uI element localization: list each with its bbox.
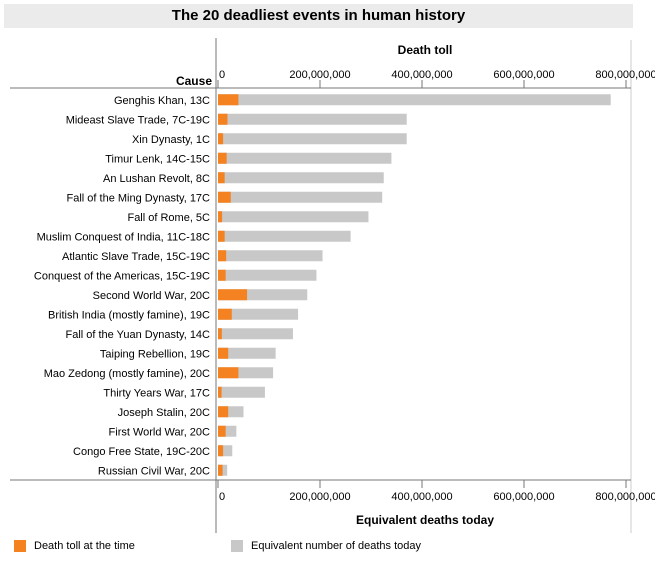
category-label: Thirty Years War, 17C	[103, 387, 210, 399]
legend-label: Death toll at the time	[34, 540, 135, 552]
legend-item-equivalent: Equivalent number of deaths today	[231, 540, 421, 552]
category-label: Genghis Khan, 13C	[114, 95, 210, 107]
bar-death-toll	[218, 94, 239, 106]
category-label: Atlantic Slave Trade, 15C-19C	[62, 251, 210, 263]
bar-equivalent	[218, 250, 323, 262]
category-label: Conquest of the Americas, 15C-19C	[34, 270, 210, 282]
legend-item-death-toll: Death toll at the time	[14, 540, 135, 552]
top-tick-label: 200,000,000	[289, 69, 350, 81]
category-label: Xin Dynasty, 1C	[132, 134, 210, 146]
bar-equivalent	[218, 211, 369, 223]
bottom-tick-label: 400,000,000	[391, 491, 452, 503]
bar-equivalent	[218, 347, 276, 359]
category-label: First World War, 20C	[109, 426, 211, 438]
bar-equivalent	[218, 133, 407, 145]
bar-chart: Death toll Equivalent deaths today Cause…	[10, 38, 655, 533]
category-label: Mao Zedong (mostly famine), 20C	[44, 368, 210, 380]
top-tick-label: 600,000,000	[493, 69, 554, 81]
bottom-axis-title: Equivalent deaths today	[356, 513, 494, 527]
bar-equivalent	[218, 328, 293, 340]
legend-swatch-grey	[231, 540, 243, 552]
bar-death-toll	[218, 425, 226, 437]
bar-equivalent	[218, 269, 317, 281]
bar-death-toll	[218, 367, 239, 379]
bottom-axis-ticks: 0 200,000,000 400,000,000 600,000,000 800,00…	[217, 480, 655, 503]
bottom-tick-label: 200,000,000	[289, 491, 350, 503]
category-label: Joseph Stalin, 20C	[118, 407, 210, 419]
category-label: Fall of Rome, 5C	[127, 212, 210, 224]
bar-death-toll	[218, 406, 229, 418]
bar-equivalent	[218, 386, 265, 398]
bottom-tick-label: 800,000,000	[595, 491, 655, 503]
category-label: Congo Free State, 19C-20C	[73, 446, 210, 458]
bar-death-toll	[218, 464, 223, 476]
bar-equivalent	[218, 172, 384, 184]
bar-death-toll	[218, 328, 222, 340]
bar-death-toll	[218, 191, 231, 203]
category-label: British India (mostly famine), 19C	[48, 309, 210, 321]
bar-equivalent	[218, 308, 299, 320]
bar-equivalent	[218, 230, 351, 242]
bar-death-toll	[218, 289, 248, 301]
category-label: Fall of the Ming Dynasty, 17C	[67, 192, 211, 204]
bar-equivalent	[218, 94, 611, 106]
category-label: Fall of the Yuan Dynasty, 14C	[65, 329, 210, 341]
bar-equivalent	[218, 113, 407, 125]
bar-equivalent	[218, 367, 274, 379]
bar-death-toll	[218, 113, 228, 125]
chart-title: The 20 deadliest events in human history	[4, 4, 633, 28]
bar-death-toll	[218, 230, 225, 242]
bar-death-toll	[218, 172, 225, 184]
bar-death-toll	[218, 347, 229, 359]
bar-death-toll	[218, 211, 223, 223]
category-label: Russian Civil War, 20C	[98, 465, 210, 477]
top-tick-label: 400,000,000	[391, 69, 452, 81]
bar-death-toll	[218, 152, 227, 164]
bar-equivalent	[218, 445, 233, 457]
category-label: Timur Lenk, 14C-15C	[105, 153, 210, 165]
top-axis-title: Death toll	[398, 43, 453, 57]
category-label: Taiping Rebellion, 19C	[100, 348, 210, 360]
category-label: Muslim Conquest of India, 11C-18C	[37, 231, 210, 243]
legend-swatch-orange	[14, 540, 26, 552]
bar-death-toll	[218, 250, 227, 262]
category-label: Second World War, 20C	[93, 290, 210, 302]
category-label: An Lushan Revolt, 8C	[103, 173, 210, 185]
bar-equivalent	[218, 406, 244, 418]
bar-death-toll	[218, 308, 232, 320]
bar-equivalent	[218, 289, 308, 301]
bar-death-toll	[218, 386, 222, 398]
top-axis-ticks: 0 200,000,000 400,000,000 600,000,000 800,00…	[217, 69, 655, 88]
category-label: Mideast Slave Trade, 7C-19C	[66, 114, 210, 126]
bottom-tick-label: 600,000,000	[493, 491, 554, 503]
category-axis-title: Cause	[176, 74, 212, 88]
bar-death-toll	[218, 445, 224, 457]
bar-equivalent	[218, 152, 392, 164]
legend-label: Equivalent number of deaths today	[251, 540, 422, 552]
bars	[218, 94, 611, 476]
bar-death-toll	[218, 269, 226, 281]
category-labels: Genghis Khan, 13C Mideast Slave Trade, 7C…	[34, 95, 210, 478]
top-tick-label: 0	[219, 69, 225, 81]
top-tick-label: 800,000,000	[595, 69, 655, 81]
bar-death-toll	[218, 133, 224, 145]
bar-equivalent	[218, 191, 383, 203]
bottom-tick-label: 0	[219, 491, 225, 503]
bar-equivalent	[218, 425, 237, 437]
